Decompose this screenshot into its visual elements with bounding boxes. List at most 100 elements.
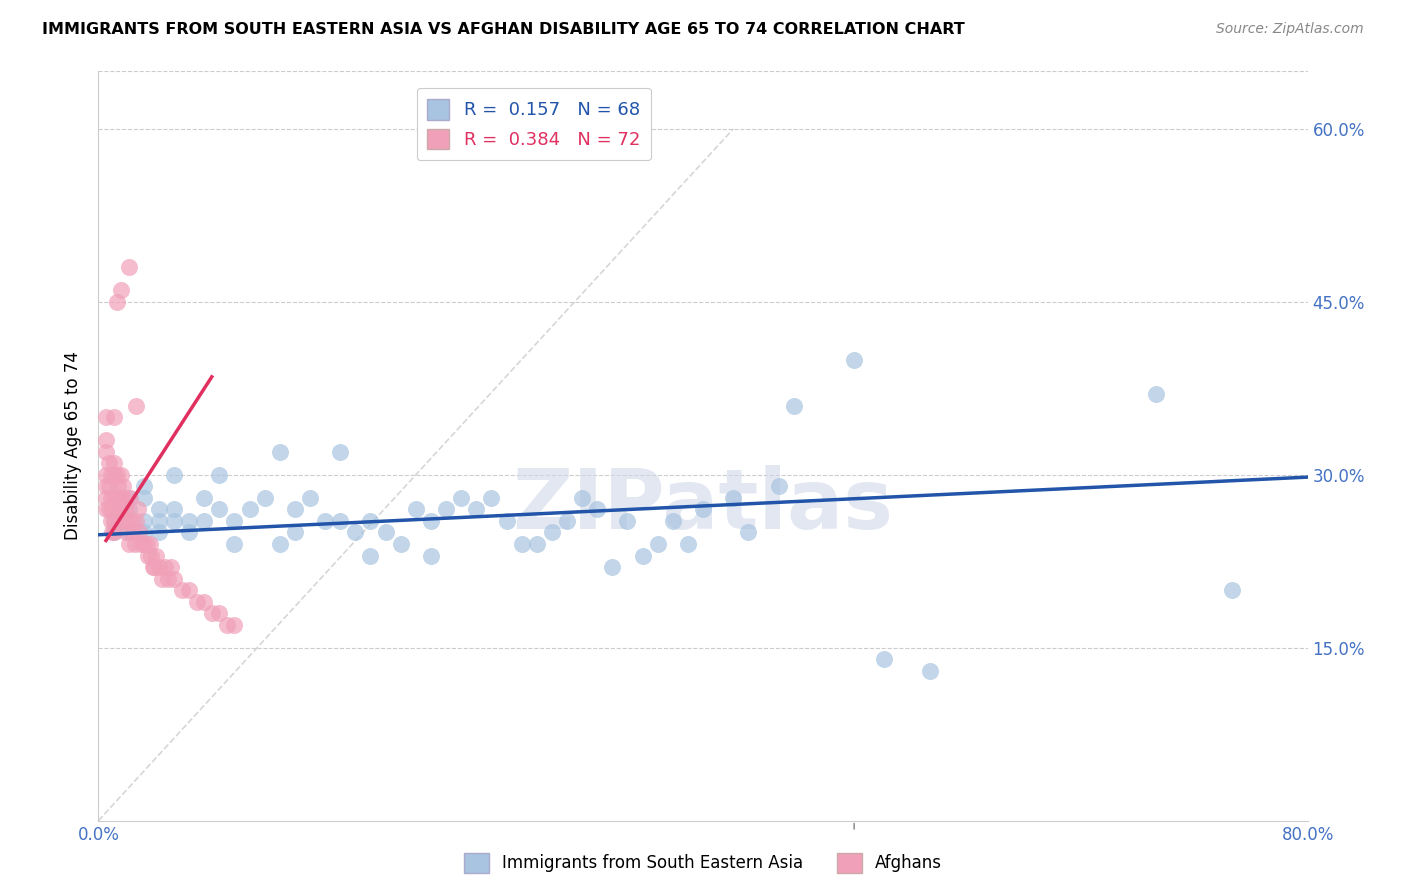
Point	[148, 502, 170, 516]
Point	[101, 525, 124, 540]
Point	[163, 502, 186, 516]
Point	[329, 444, 352, 458]
Point	[107, 502, 129, 516]
Point	[94, 467, 117, 482]
Point	[110, 514, 132, 528]
Point	[360, 549, 382, 563]
Point	[122, 525, 145, 540]
Point	[253, 491, 276, 505]
Point	[135, 537, 157, 551]
Point	[360, 514, 382, 528]
Point	[215, 617, 238, 632]
Point	[844, 352, 866, 367]
Point	[224, 617, 246, 632]
Point	[179, 583, 201, 598]
Point	[224, 514, 246, 528]
Point	[224, 537, 246, 551]
Point	[148, 514, 170, 528]
Point	[179, 525, 201, 540]
Point	[94, 434, 117, 448]
Point	[111, 479, 134, 493]
Point	[125, 399, 148, 413]
Point	[434, 502, 457, 516]
Text: IMMIGRANTS FROM SOUTH EASTERN ASIA VS AFGHAN DISABILITY AGE 65 TO 74 CORRELATION: IMMIGRANTS FROM SOUTH EASTERN ASIA VS AF…	[42, 22, 965, 37]
Point	[269, 537, 291, 551]
Point	[124, 537, 146, 551]
Point	[114, 525, 136, 540]
Point	[737, 525, 759, 540]
Point	[150, 572, 173, 586]
Point	[148, 560, 170, 574]
Point	[201, 606, 224, 620]
Point	[153, 560, 176, 574]
Point	[145, 549, 167, 563]
Point	[103, 514, 125, 528]
Point	[98, 479, 121, 493]
Point	[118, 260, 141, 275]
Point	[103, 491, 125, 505]
Point	[129, 537, 152, 551]
Point	[101, 502, 124, 516]
Text: ZIPatlas: ZIPatlas	[513, 466, 893, 547]
Point	[110, 284, 132, 298]
Point	[132, 537, 155, 551]
Point	[118, 491, 141, 505]
Point	[139, 537, 162, 551]
Point	[103, 467, 125, 482]
Point	[156, 572, 179, 586]
Point	[526, 537, 548, 551]
Point	[555, 514, 578, 528]
Point	[193, 514, 215, 528]
Point	[141, 549, 163, 563]
Point	[450, 491, 472, 505]
Point	[108, 491, 131, 505]
Point	[105, 467, 128, 482]
Point	[105, 491, 128, 505]
Point	[571, 491, 593, 505]
Point	[94, 502, 117, 516]
Point	[110, 467, 132, 482]
Point	[495, 514, 517, 528]
Point	[540, 525, 562, 540]
Point	[193, 491, 215, 505]
Point	[374, 525, 396, 540]
Text: Source: ZipAtlas.com: Source: ZipAtlas.com	[1216, 22, 1364, 37]
Point	[103, 514, 125, 528]
Point	[120, 491, 142, 505]
Point	[420, 549, 443, 563]
Point	[208, 502, 231, 516]
Point	[193, 594, 215, 608]
Point	[239, 502, 262, 516]
Point	[692, 502, 714, 516]
Point	[118, 502, 141, 516]
Point	[143, 560, 166, 574]
Point	[420, 514, 443, 528]
Point	[94, 410, 117, 425]
Point	[118, 537, 141, 551]
Point	[136, 549, 159, 563]
Point	[647, 537, 669, 551]
Point	[481, 491, 503, 505]
Point	[163, 467, 186, 482]
Point	[284, 502, 307, 516]
Point	[112, 491, 135, 505]
Point	[105, 294, 128, 309]
Point	[284, 525, 307, 540]
Point	[299, 491, 322, 505]
Point	[94, 491, 117, 505]
Point	[510, 537, 533, 551]
Point	[132, 525, 155, 540]
Point	[110, 491, 132, 505]
Point	[100, 514, 122, 528]
Point	[783, 399, 806, 413]
Point	[107, 479, 129, 493]
Point	[118, 514, 141, 528]
Legend: Immigrants from South Eastern Asia, Afghans: Immigrants from South Eastern Asia, Afgh…	[457, 847, 949, 880]
Point	[132, 491, 155, 505]
Point	[105, 514, 128, 528]
Point	[873, 652, 896, 666]
Point	[94, 444, 117, 458]
Point	[100, 467, 122, 482]
Point	[676, 537, 699, 551]
Point	[98, 502, 121, 516]
